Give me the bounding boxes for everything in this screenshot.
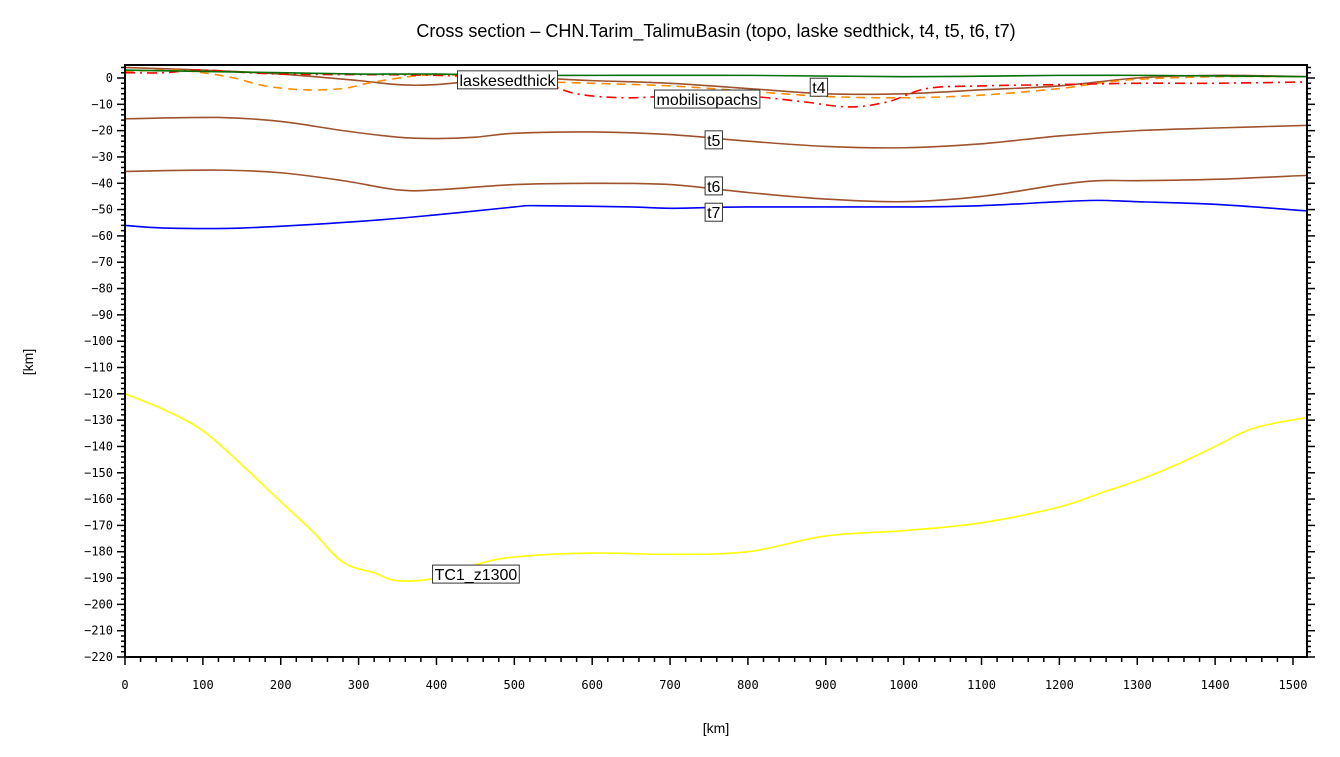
x-tick-label: 300: [348, 678, 370, 692]
y-tick-label: −210: [84, 624, 113, 638]
series-label-mobilisopachs: mobilisopachs: [653, 89, 761, 109]
y-tick-label: −90: [91, 308, 113, 322]
x-tick-label: 1200: [1045, 678, 1074, 692]
series-label-t4: t4: [809, 77, 829, 97]
y-tick-label: −20: [91, 124, 113, 138]
series-line-tc1_z1300: [124, 393, 1308, 582]
y-tick-label: −40: [91, 176, 113, 190]
svg-text:mobilisopachs: mobilisopachs: [656, 92, 757, 109]
series-line-laske-sedthick: [124, 69, 1308, 99]
y-tick-label: −160: [84, 492, 113, 506]
y-tick-label: −200: [84, 597, 113, 611]
y-tick-label: −170: [84, 518, 113, 532]
y-tick-label: −130: [84, 413, 113, 427]
y-tick-label: −70: [91, 255, 113, 269]
series-label-t6: t6: [704, 176, 723, 196]
y-tick-label: 0: [106, 71, 113, 85]
y-tick-label: −220: [84, 650, 113, 664]
svg-text:t6: t6: [707, 179, 720, 196]
y-tick-label: −180: [84, 545, 113, 559]
y-tick-label: −50: [91, 203, 113, 217]
labels-layer: t4 laskesedthick mobilisopachs t5 t6 t7 TC1_z1…: [432, 70, 829, 584]
x-tick-label: 1100: [967, 678, 996, 692]
x-tick-label: 1000: [889, 678, 918, 692]
x-tick-label: 1400: [1201, 678, 1230, 692]
y-tick-label: −190: [84, 571, 113, 585]
svg-text:TC1_z1300: TC1_z1300: [435, 567, 518, 584]
x-tick-label: 500: [503, 678, 525, 692]
plot-frame: [124, 64, 1308, 658]
svg-text:t7: t7: [707, 205, 720, 222]
series-line-t7: [124, 199, 1308, 230]
y-tick-label: −10: [91, 97, 113, 111]
x-tick-label: 1500: [1279, 678, 1308, 692]
x-tick-label: 100: [192, 678, 214, 692]
y-tick-label: −120: [84, 387, 113, 401]
y-tick-label: −140: [84, 439, 113, 453]
svg-text:t4: t4: [812, 80, 825, 97]
x-tick-label: 400: [426, 678, 448, 692]
y-tick-label: −150: [84, 466, 113, 480]
x-tick-label: 600: [581, 678, 603, 692]
y-axis-label: [km]: [20, 349, 36, 375]
x-tick-label: 800: [737, 678, 759, 692]
y-tick-label: −100: [84, 334, 113, 348]
x-tick-label: 200: [270, 678, 292, 692]
y-tick-label: −110: [84, 361, 113, 375]
series-label-laske-sedthick: laskesedthick: [456, 70, 559, 90]
x-tick-label: 900: [815, 678, 837, 692]
series-label-tc1_z1300: TC1_z1300: [432, 564, 520, 584]
x-tick-label: 700: [659, 678, 681, 692]
axes-layer: 0 −10 −20 −30 −40 −50 −60 −70 −80 −90 −100 −110 −120…: [84, 64, 1315, 692]
series-line-t5: [124, 116, 1308, 149]
svg-text:laskesedthick: laskesedthick: [459, 73, 556, 90]
x-tick-label: 1300: [1123, 678, 1152, 692]
series-label-t7: t7: [704, 202, 723, 222]
chart-title: Cross section – CHN.Tarim_TalimuBasin (t…: [416, 21, 1015, 42]
series-line-topo: [124, 69, 1308, 78]
y-tick-label: −80: [91, 282, 113, 296]
series-label-t5: t5: [704, 130, 723, 150]
y-tick-label: −30: [91, 150, 113, 164]
svg-text:t5: t5: [707, 133, 720, 150]
y-tick-label: −60: [91, 229, 113, 243]
x-axis-label: [km]: [703, 720, 729, 736]
series-line-t4: [124, 66, 1308, 96]
x-tick-label: 0: [121, 678, 128, 692]
